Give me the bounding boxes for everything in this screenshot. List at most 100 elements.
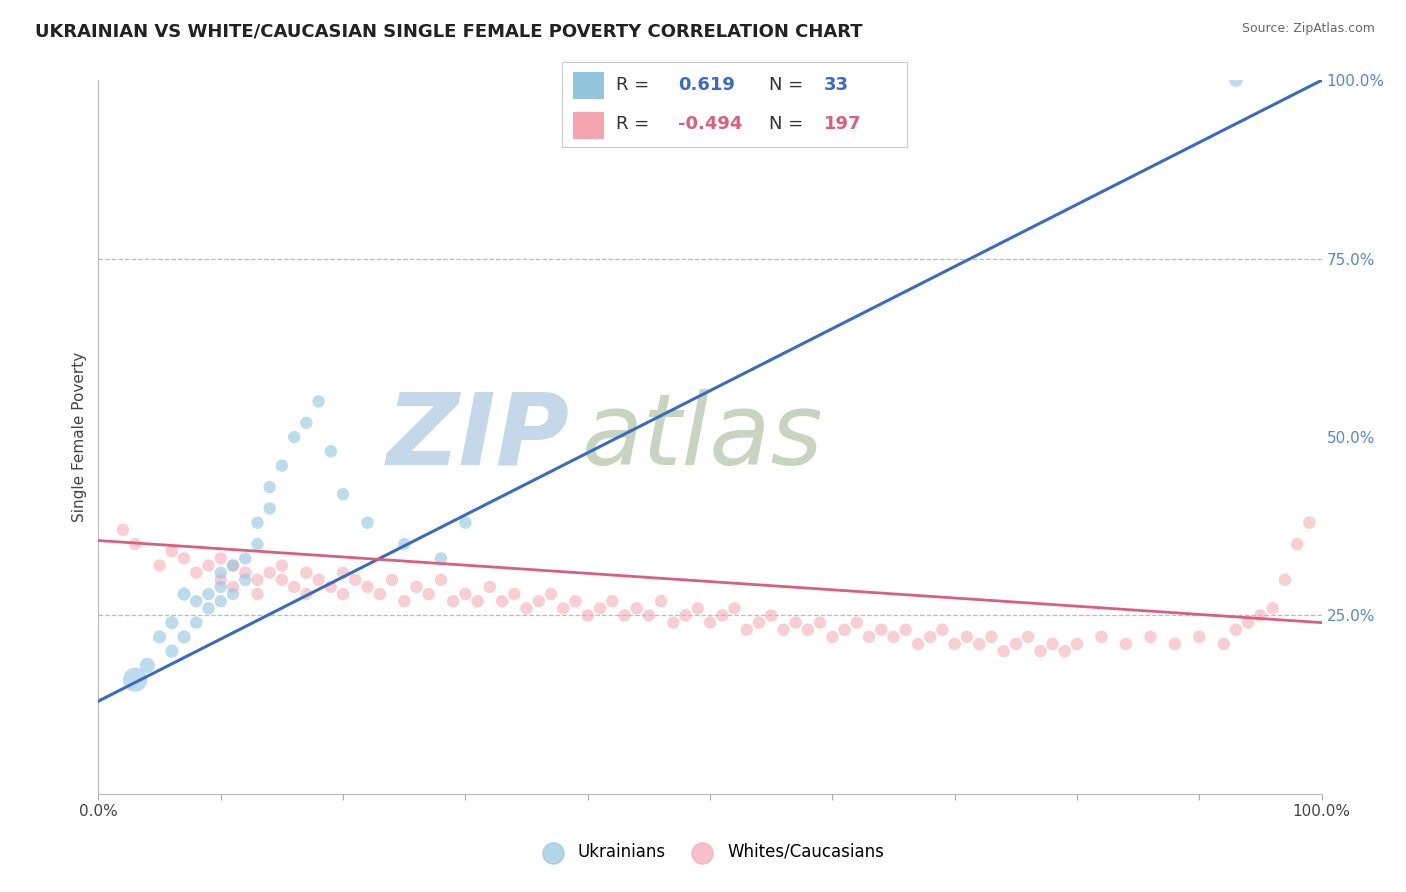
Point xyxy=(405,580,427,594)
Point xyxy=(858,630,880,644)
Point xyxy=(173,551,195,566)
Point xyxy=(1004,637,1026,651)
Point xyxy=(711,608,734,623)
Point xyxy=(283,430,305,444)
Point xyxy=(1090,630,1112,644)
Point xyxy=(920,630,942,644)
Point xyxy=(589,601,612,615)
Point xyxy=(270,558,294,573)
Point xyxy=(246,516,269,530)
Point xyxy=(1225,623,1247,637)
Text: N =: N = xyxy=(769,77,803,95)
Point xyxy=(441,594,464,608)
Text: 33: 33 xyxy=(824,77,849,95)
Point xyxy=(1053,644,1076,658)
Text: N =: N = xyxy=(769,115,803,133)
Point xyxy=(160,644,183,658)
Point xyxy=(209,580,232,594)
Point xyxy=(1164,637,1187,651)
Point xyxy=(319,444,342,458)
Point xyxy=(381,573,404,587)
Point xyxy=(283,580,305,594)
Point xyxy=(209,566,232,580)
Point xyxy=(785,615,807,630)
Legend: Ukrainians, Whites/Caucasians: Ukrainians, Whites/Caucasians xyxy=(529,837,891,868)
Point xyxy=(1188,630,1211,644)
Point xyxy=(186,566,208,580)
Point xyxy=(980,630,1002,644)
Point xyxy=(761,608,783,623)
Point xyxy=(943,637,966,651)
Text: 0.619: 0.619 xyxy=(678,77,735,95)
Point xyxy=(173,587,195,601)
Point xyxy=(295,587,318,601)
Point xyxy=(430,573,453,587)
Point xyxy=(233,573,256,587)
Point xyxy=(467,594,489,608)
Bar xyxy=(572,71,603,99)
Point xyxy=(1298,516,1320,530)
Point xyxy=(1139,630,1161,644)
Point xyxy=(894,623,917,637)
Point xyxy=(160,615,183,630)
Point xyxy=(503,587,526,601)
Text: Source: ZipAtlas.com: Source: ZipAtlas.com xyxy=(1241,22,1375,36)
Point xyxy=(1029,644,1052,658)
Point xyxy=(638,608,661,623)
Point xyxy=(259,566,281,580)
Point xyxy=(319,580,342,594)
Point xyxy=(356,580,378,594)
Point xyxy=(821,630,844,644)
Point xyxy=(907,637,929,651)
Point xyxy=(931,623,953,637)
Point xyxy=(613,608,636,623)
Point xyxy=(1115,637,1137,651)
Point xyxy=(686,601,709,615)
Point xyxy=(1249,608,1271,623)
Point xyxy=(209,551,232,566)
Point xyxy=(356,516,378,530)
Point xyxy=(1274,573,1296,587)
Point xyxy=(222,558,245,573)
Point xyxy=(1212,637,1234,651)
Point xyxy=(675,608,697,623)
Point xyxy=(332,487,354,501)
Point xyxy=(259,480,281,494)
Point xyxy=(222,587,245,601)
Point xyxy=(723,601,745,615)
Point xyxy=(870,623,893,637)
Point xyxy=(295,416,318,430)
Point xyxy=(735,623,758,637)
Point xyxy=(553,601,575,615)
Point xyxy=(259,501,281,516)
Point xyxy=(246,537,269,551)
Point xyxy=(111,523,134,537)
Point xyxy=(699,615,721,630)
Point xyxy=(1286,537,1309,551)
Text: R =: R = xyxy=(616,115,650,133)
Point xyxy=(149,630,172,644)
Point xyxy=(967,637,990,651)
Point xyxy=(1017,630,1039,644)
Point xyxy=(332,587,354,601)
Point xyxy=(308,573,330,587)
Point xyxy=(270,573,294,587)
Point xyxy=(626,601,648,615)
Point xyxy=(209,594,232,608)
Point xyxy=(160,544,183,558)
Text: UKRAINIAN VS WHITE/CAUCASIAN SINGLE FEMALE POVERTY CORRELATION CHART: UKRAINIAN VS WHITE/CAUCASIAN SINGLE FEMA… xyxy=(35,22,863,40)
Text: atlas: atlas xyxy=(582,389,824,485)
Point xyxy=(392,594,416,608)
Text: R =: R = xyxy=(616,77,650,95)
Point xyxy=(124,537,146,551)
Point xyxy=(295,566,318,580)
Text: -0.494: -0.494 xyxy=(678,115,742,133)
Point xyxy=(124,673,146,687)
Point xyxy=(797,623,820,637)
Point xyxy=(845,615,868,630)
Point xyxy=(392,537,416,551)
Point xyxy=(527,594,550,608)
Point xyxy=(149,558,172,573)
Point xyxy=(491,594,513,608)
Point xyxy=(478,580,501,594)
